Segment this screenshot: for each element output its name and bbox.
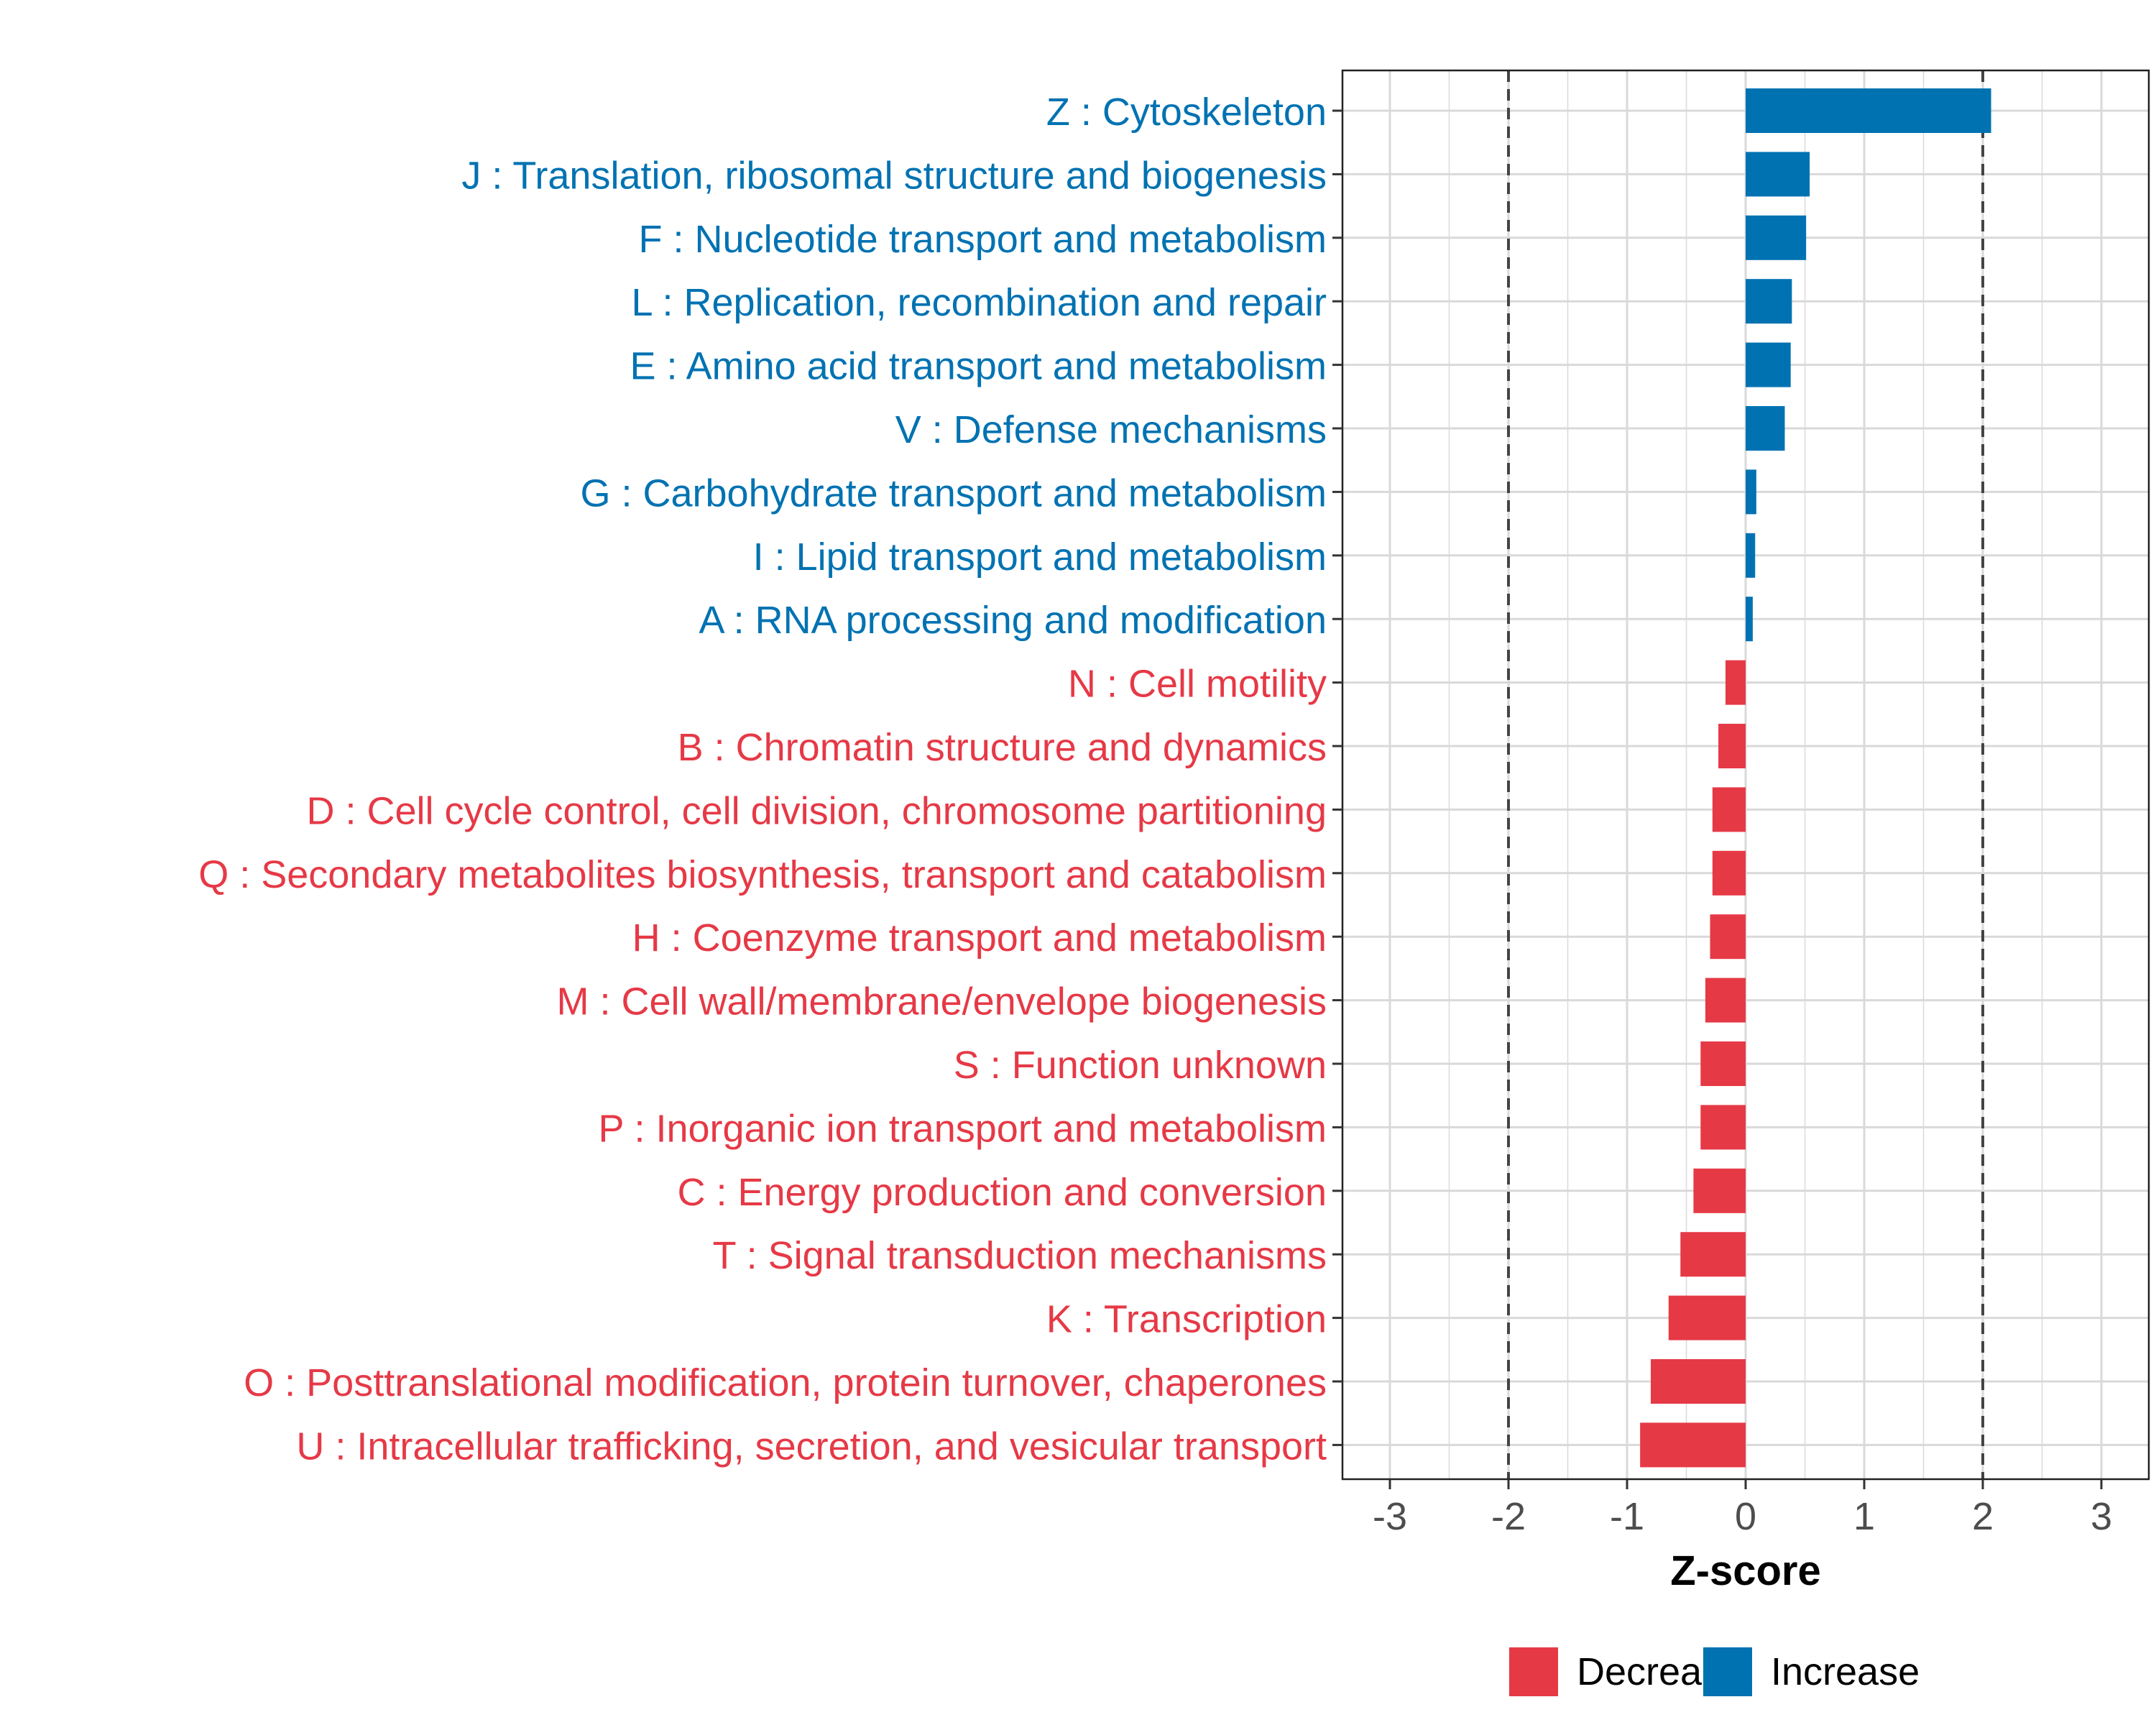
category-label: B : Chromatin structure and dynamics: [678, 726, 1327, 769]
x-tick-label: -2: [1491, 1495, 1526, 1538]
bar: [1746, 279, 1792, 324]
axis-ticks: [1332, 109, 2103, 1489]
bar: [1700, 1105, 1746, 1150]
bar: [1746, 533, 1756, 578]
category-label: V : Defense mechanisms: [895, 408, 1327, 451]
bar: [1746, 152, 1810, 197]
reference-lines: [1507, 70, 1984, 1479]
bar: [1712, 787, 1746, 832]
bar: [1710, 914, 1746, 960]
bar: [1746, 469, 1756, 515]
category-label: S : Function unknown: [954, 1044, 1327, 1087]
category-label: Z : Cytoskeleton: [1046, 91, 1327, 134]
legend-label: Increase: [1771, 1650, 1920, 1693]
bar: [1718, 724, 1746, 768]
category-label: Q : Secondary metabolites biosynthesis, …: [198, 853, 1327, 896]
x-axis-title: Z-score: [1670, 1547, 1821, 1594]
category-label: G : Carbohydrate transport and metabolis…: [581, 472, 1327, 515]
category-label: K : Transcription: [1046, 1298, 1327, 1341]
category-label: J : Translation, ribosomal structure and…: [461, 154, 1327, 197]
x-tick-label: 2: [1972, 1495, 1994, 1538]
category-label: N : Cell motility: [1068, 663, 1327, 706]
category-label: A : RNA processing and modification: [699, 599, 1327, 642]
bars: [1640, 88, 1991, 1468]
category-label: P : Inorganic ion transport and metaboli…: [598, 1107, 1327, 1150]
category-labels: Z : Cytoskeleton J : Translation, ribosom…: [198, 91, 1327, 1468]
x-tick-label: -1: [1610, 1495, 1644, 1538]
category-label: O : Posttranslational modification, prot…: [244, 1361, 1327, 1404]
bar: [1693, 1168, 1746, 1213]
legend-swatch: [1703, 1647, 1752, 1696]
bar: [1725, 660, 1746, 705]
category-label: U : Intracellular trafficking, secretion…: [296, 1425, 1327, 1468]
category-label: M : Cell wall/membrane/envelope biogenes…: [556, 980, 1327, 1024]
x-tick-label: 0: [1735, 1495, 1756, 1538]
category-label: E : Amino acid transport and metabolism: [630, 345, 1327, 388]
bar: [1746, 597, 1753, 642]
bar: [1746, 342, 1791, 387]
bar: [1746, 88, 1991, 133]
bar: [1712, 850, 1746, 896]
category-label: I : Lipid transport and metabolism: [753, 535, 1327, 579]
x-tick-label: 1: [1853, 1495, 1875, 1538]
x-tick-labels: -3 -2 -1 0 1 2 3: [1373, 1495, 2112, 1538]
x-tick-label: 3: [2091, 1495, 2112, 1538]
category-label: H : Coenzyme transport and metabolism: [632, 916, 1327, 960]
bar: [1668, 1295, 1746, 1340]
category-label: C : Energy production and conversion: [677, 1171, 1327, 1214]
x-tick-label: -3: [1373, 1495, 1407, 1538]
category-label: T : Signal transduction mechanisms: [713, 1234, 1327, 1277]
legend-swatch: [1509, 1647, 1558, 1696]
legend: Decrease Increase: [1509, 1647, 1920, 1696]
bar: [1746, 406, 1785, 451]
bar: [1700, 1041, 1746, 1086]
category-label: D : Cell cycle control, cell division, c…: [306, 789, 1327, 832]
bar: [1651, 1359, 1746, 1404]
category-label: F : Nucleotide transport and metabolism: [639, 218, 1327, 261]
bar: [1680, 1232, 1746, 1277]
bar: [1746, 215, 1807, 260]
bar: [1705, 978, 1746, 1023]
bar: [1640, 1422, 1746, 1468]
category-label: L : Replication, recombination and repai…: [631, 281, 1327, 324]
